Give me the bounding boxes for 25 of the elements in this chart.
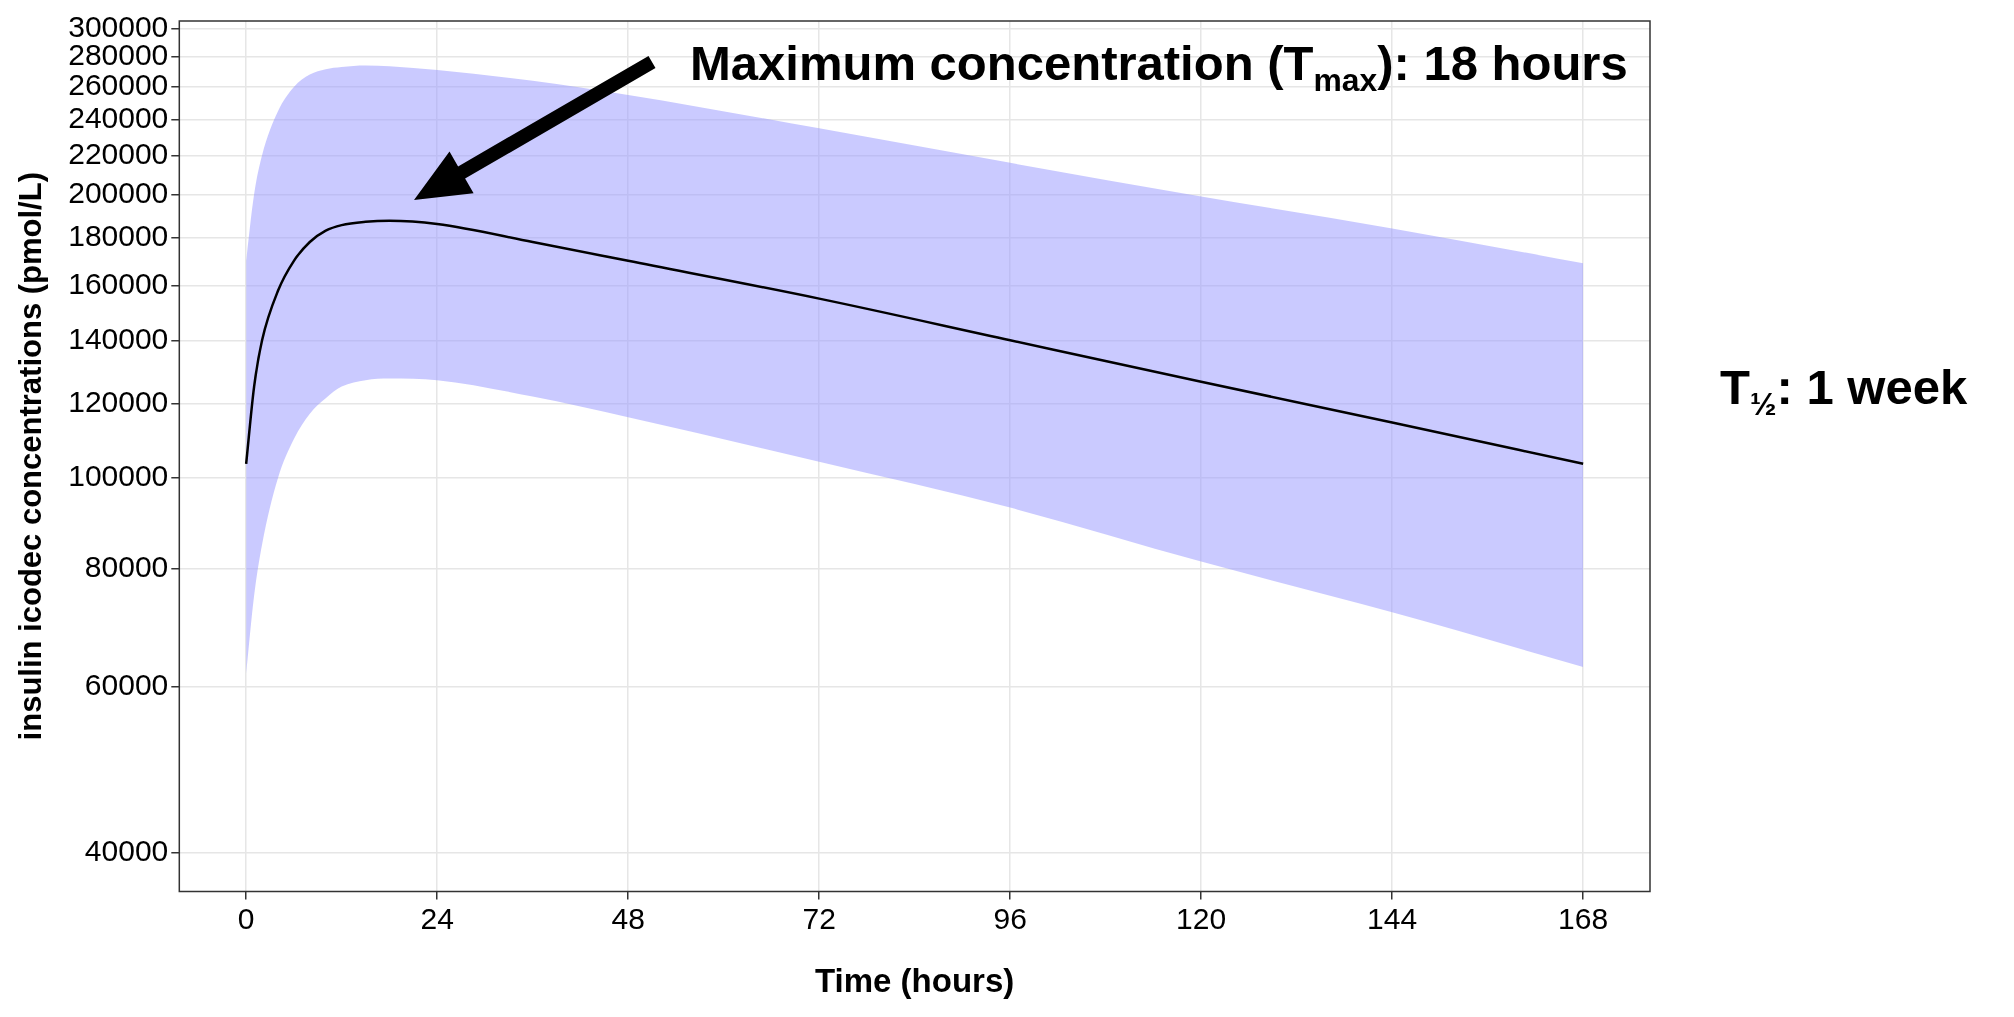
x-tick-label: 96	[993, 901, 1027, 935]
y-tick-label: 140000	[68, 321, 169, 355]
y-tick-label: 120000	[68, 384, 169, 418]
x-tick-label: 72	[802, 901, 836, 935]
x-tick-label: 144	[1367, 901, 1418, 935]
x-tick-label: 0	[237, 901, 255, 935]
line-series	[244, 219, 1585, 466]
x-axis-title: Time (hours)	[815, 962, 1015, 1000]
y-tick-label: 80000	[84, 550, 169, 584]
x-tick-label: 48	[611, 901, 645, 935]
y-axis-title: insulin icodec concentrations (pmol/L)	[13, 172, 49, 741]
text: T$_{½}$: 1 week	[1720, 359, 1968, 423]
y-tick-label: 60000	[84, 668, 169, 702]
y-tick-label: 220000	[68, 136, 169, 170]
annotation: Maximum concentration (T$_{max}$): 18 hours	[690, 35, 1628, 99]
x-tick-label: 168	[1558, 901, 1609, 935]
y-tick-label: 240000	[68, 101, 169, 134]
y-tick-label: 100000	[68, 459, 169, 493]
x-tick-label: 120	[1176, 901, 1227, 935]
y-tick-label: 40000	[84, 834, 169, 868]
y-tick-label: 180000	[68, 218, 169, 252]
y-tick-label: 260000	[68, 68, 169, 102]
y-tick-label: 160000	[68, 266, 169, 300]
x-tick-label: 24	[420, 901, 454, 935]
y-tick-label: 200000	[68, 175, 169, 209]
